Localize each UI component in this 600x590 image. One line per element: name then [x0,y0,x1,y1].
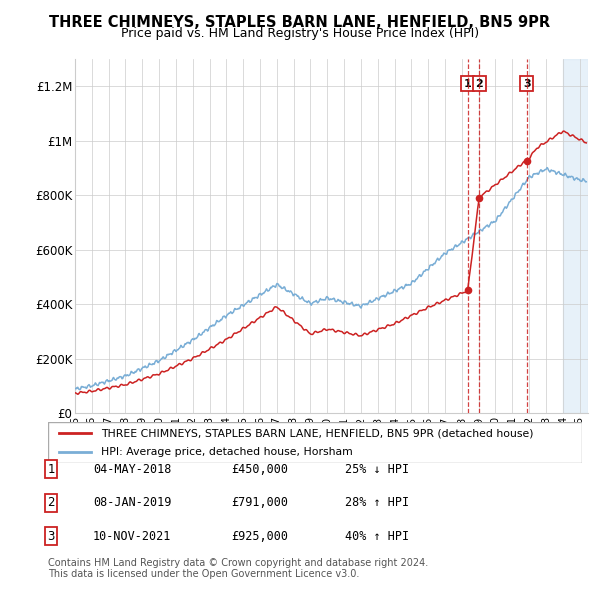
Text: 40% ↑ HPI: 40% ↑ HPI [345,530,409,543]
Text: 08-JAN-2019: 08-JAN-2019 [93,496,172,509]
Text: 2: 2 [47,496,55,509]
FancyBboxPatch shape [48,422,582,463]
Text: 04-MAY-2018: 04-MAY-2018 [93,463,172,476]
Text: Contains HM Land Registry data © Crown copyright and database right 2024.: Contains HM Land Registry data © Crown c… [48,558,428,568]
Text: £450,000: £450,000 [231,463,288,476]
Text: THREE CHIMNEYS, STAPLES BARN LANE, HENFIELD, BN5 9PR: THREE CHIMNEYS, STAPLES BARN LANE, HENFI… [49,15,551,30]
Text: 3: 3 [523,78,530,88]
Text: 28% ↑ HPI: 28% ↑ HPI [345,496,409,509]
Text: THREE CHIMNEYS, STAPLES BARN LANE, HENFIELD, BN5 9PR (detached house): THREE CHIMNEYS, STAPLES BARN LANE, HENFI… [101,428,534,438]
Text: 3: 3 [47,530,55,543]
Text: 2: 2 [475,78,483,88]
Text: £791,000: £791,000 [231,496,288,509]
Text: 10-NOV-2021: 10-NOV-2021 [93,530,172,543]
Text: 1: 1 [47,463,55,476]
Text: £925,000: £925,000 [231,530,288,543]
Text: This data is licensed under the Open Government Licence v3.0.: This data is licensed under the Open Gov… [48,569,359,579]
Text: 1: 1 [464,78,472,88]
Text: Price paid vs. HM Land Registry's House Price Index (HPI): Price paid vs. HM Land Registry's House … [121,27,479,40]
Text: 25% ↓ HPI: 25% ↓ HPI [345,463,409,476]
Bar [563,59,588,413]
Text: HPI: Average price, detached house, Horsham: HPI: Average price, detached house, Hors… [101,447,353,457]
